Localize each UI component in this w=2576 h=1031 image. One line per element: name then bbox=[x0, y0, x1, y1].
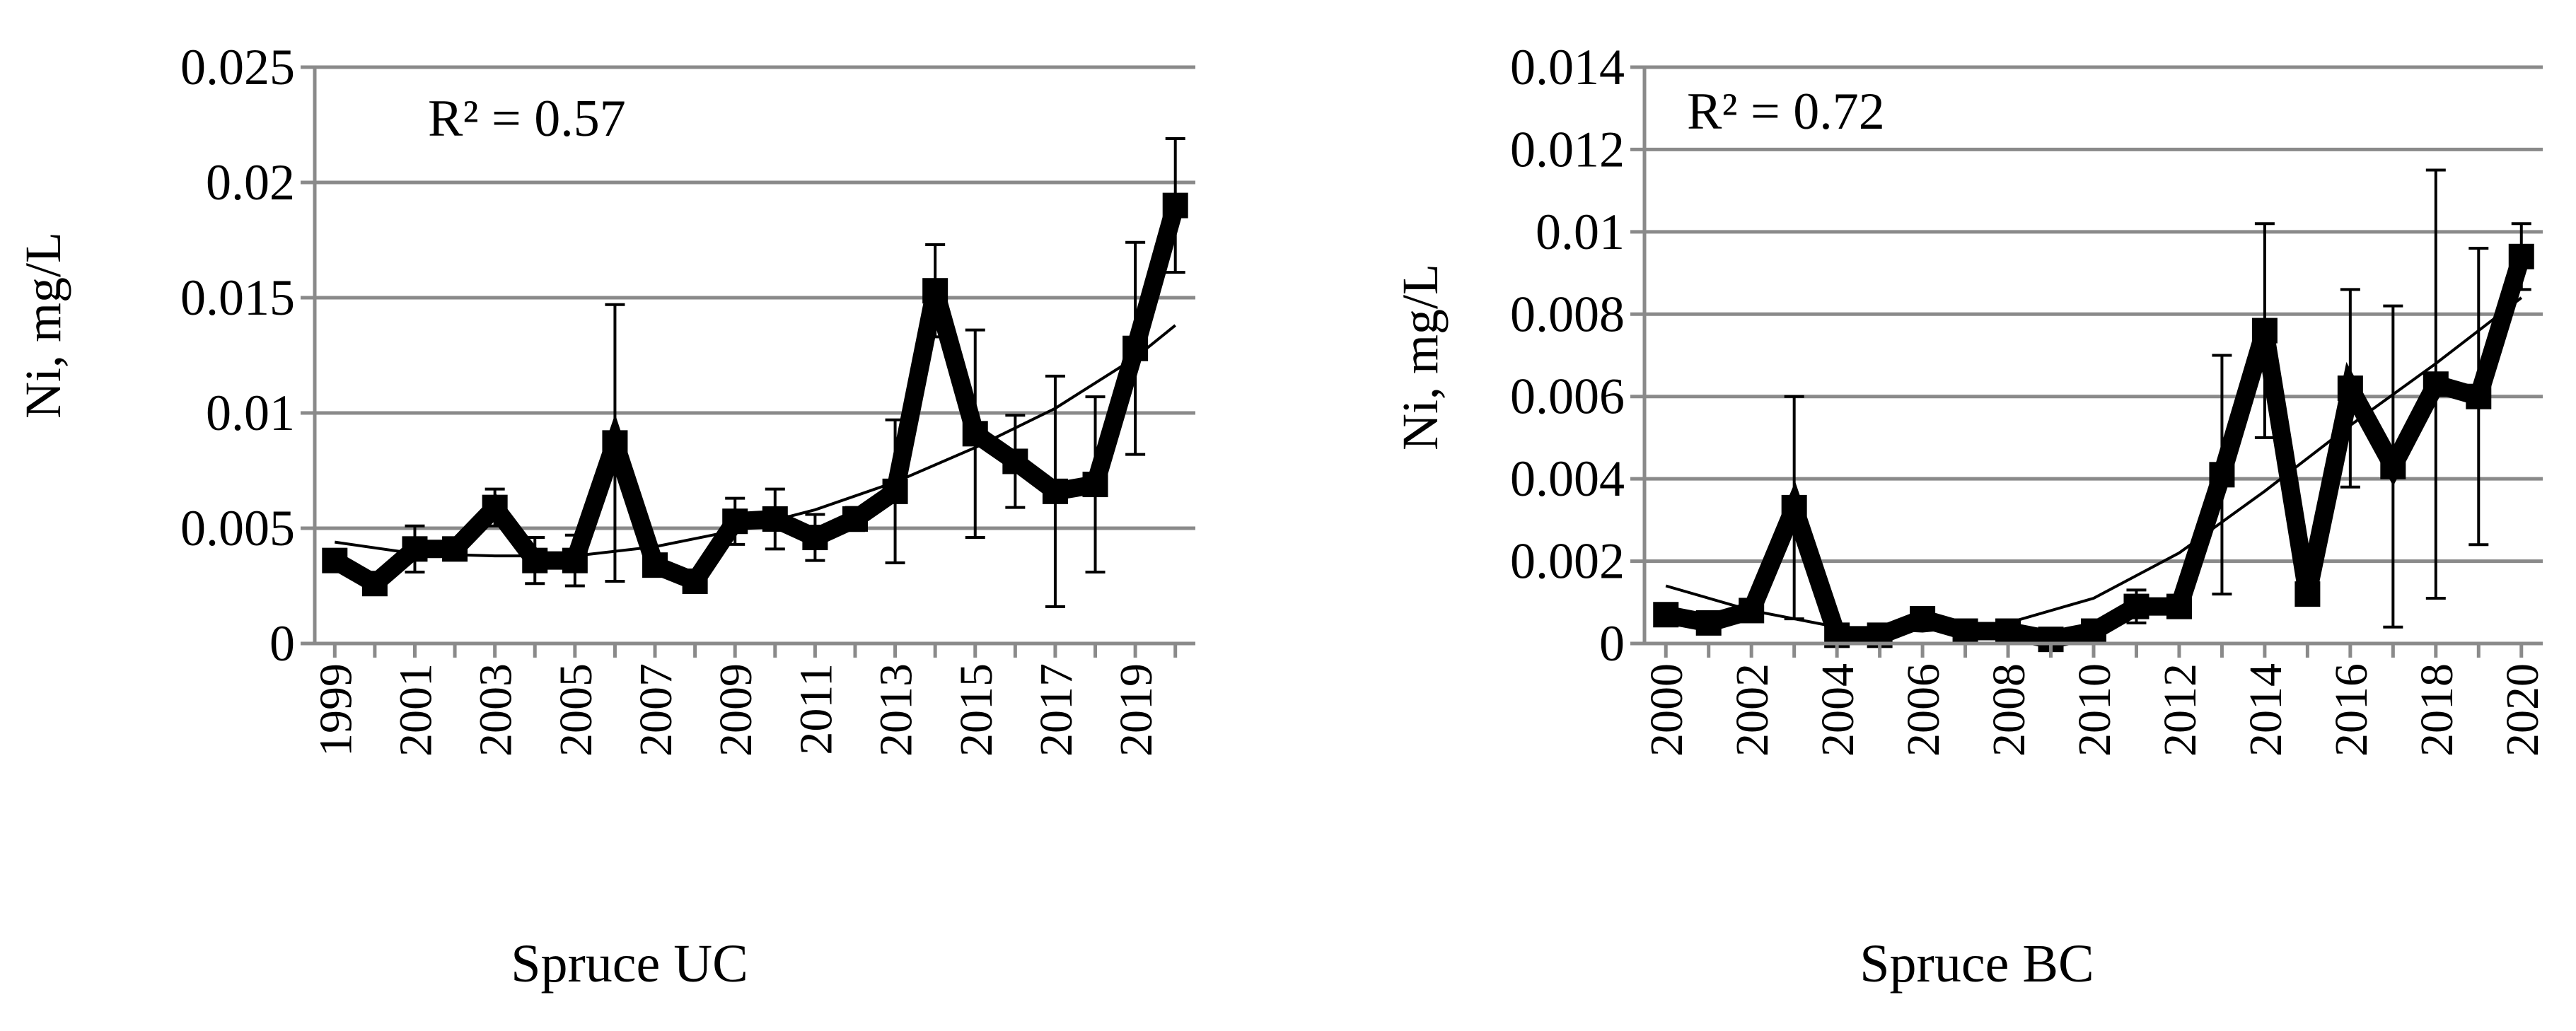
x-tick-label: 2018 bbox=[2411, 663, 2463, 757]
x-tick-label: 2016 bbox=[2326, 663, 2377, 757]
data-point bbox=[2508, 243, 2534, 269]
y-tick-label: 0.01 bbox=[206, 385, 295, 441]
data-point bbox=[442, 536, 468, 562]
y-tick-label: 0.025 bbox=[180, 39, 295, 95]
data-point bbox=[1910, 606, 1936, 632]
data-point bbox=[762, 506, 788, 532]
x-tick-label: 2020 bbox=[2497, 663, 2548, 757]
x-tick-label: 2010 bbox=[2069, 663, 2120, 757]
axes bbox=[1630, 65, 2543, 658]
y-tick-label: 0.02 bbox=[206, 154, 295, 211]
data-point bbox=[522, 547, 548, 573]
y-tick-label: 0.004 bbox=[1510, 450, 1625, 507]
y-axis-label: Ni, mg/L bbox=[1392, 264, 1449, 450]
data-point bbox=[361, 571, 388, 597]
data-point bbox=[322, 547, 348, 573]
data-point bbox=[1739, 598, 1765, 624]
data-point bbox=[482, 494, 508, 520]
data-point bbox=[562, 547, 588, 573]
data-point bbox=[1042, 478, 1068, 504]
data-point bbox=[1162, 192, 1188, 219]
y-tick-label: 0.014 bbox=[1510, 39, 1625, 95]
data-point bbox=[2337, 375, 2363, 402]
data-point bbox=[2423, 371, 2449, 397]
series-polyline bbox=[330, 203, 1185, 595]
data-point bbox=[802, 525, 828, 551]
x-tick-label: 2004 bbox=[1812, 663, 1864, 757]
chart-spruce-uc: 0 0.005 0.01 0.015 0.02 0.025 1999 2001 2003 200… bbox=[15, 39, 1195, 994]
data-point bbox=[682, 568, 708, 594]
x-tick-label: 2008 bbox=[1983, 663, 2035, 757]
y-tick-labels: 0 0.005 0.01 0.015 0.02 0.025 bbox=[180, 39, 295, 672]
x-axis-label: Spruce UC bbox=[511, 934, 748, 994]
data-point bbox=[2166, 593, 2192, 619]
y-tick-label: 0 bbox=[1599, 615, 1625, 672]
y-tick-label: 0.005 bbox=[180, 500, 295, 557]
x-tick-label: 2003 bbox=[470, 663, 522, 757]
data-point bbox=[2466, 383, 2492, 409]
y-tick-label: 0.002 bbox=[1510, 533, 1625, 590]
y-tick-label: 0 bbox=[269, 615, 295, 672]
data-point bbox=[962, 421, 988, 447]
data-point bbox=[2251, 318, 2278, 344]
data-point bbox=[402, 536, 428, 562]
x-tick-label: 2011 bbox=[790, 663, 842, 755]
data-points bbox=[1653, 243, 2534, 653]
data-point bbox=[722, 508, 748, 535]
data-point bbox=[1122, 335, 1149, 361]
chart-spruce-bc: 0 0.002 0.004 0.006 0.008 0.01 0.012 0.014 2000… bbox=[1392, 39, 2548, 994]
data-point bbox=[882, 478, 908, 504]
x-tick-label: 2013 bbox=[871, 663, 922, 757]
y-axis-label: Ni, mg/L bbox=[15, 232, 71, 419]
data-point bbox=[642, 552, 668, 578]
y-tick-label: 0.012 bbox=[1510, 121, 1625, 177]
x-tick-label: 2012 bbox=[2154, 663, 2206, 757]
data-point bbox=[1995, 618, 2021, 644]
x-tick-label: 2005 bbox=[550, 663, 602, 757]
x-tick-label: 2006 bbox=[1898, 663, 1949, 757]
x-axis-label: Spruce BC bbox=[1860, 934, 2094, 994]
trend-curve bbox=[1665, 296, 2523, 633]
data-points bbox=[322, 192, 1188, 597]
data-point bbox=[1653, 602, 1679, 628]
data-point bbox=[1781, 494, 1807, 520]
data-point bbox=[2209, 462, 2235, 488]
data-point bbox=[2081, 618, 2106, 644]
data-point bbox=[2380, 453, 2406, 479]
y-tick-label: 0.015 bbox=[180, 269, 295, 326]
x-tick-label: 1999 bbox=[310, 663, 361, 757]
data-point bbox=[1082, 472, 1108, 498]
x-tick-label: 2007 bbox=[630, 663, 682, 757]
x-tick-label: 2002 bbox=[1727, 663, 1778, 757]
data-point bbox=[1695, 610, 1722, 636]
data-point bbox=[922, 278, 948, 304]
x-tick-label: 2014 bbox=[2240, 663, 2292, 757]
data-point bbox=[1002, 448, 1028, 474]
y-tick-label: 0.006 bbox=[1510, 368, 1625, 425]
x-tick-label: 2001 bbox=[390, 663, 441, 757]
x-tick-label: 2009 bbox=[710, 663, 762, 757]
series-line bbox=[330, 203, 1185, 595]
grid bbox=[1644, 65, 2543, 564]
y-tick-label: 0.01 bbox=[1536, 204, 1625, 260]
x-tick-label: 2000 bbox=[1641, 663, 1693, 757]
r-squared-annotation: R² = 0.72 bbox=[1687, 83, 1885, 141]
trend-line bbox=[1665, 296, 2523, 633]
y-tick-label: 0.008 bbox=[1510, 286, 1625, 342]
x-tick-labels: 2000 2002 2004 2006 2008 2010 2012 2014 2016 2018… bbox=[1641, 663, 2548, 757]
y-tick-labels: 0 0.002 0.004 0.006 0.008 0.01 0.012 0.014 bbox=[1510, 39, 1625, 672]
axes bbox=[301, 65, 1195, 658]
data-point bbox=[2123, 593, 2149, 619]
x-tick-label: 2017 bbox=[1031, 663, 1082, 757]
data-point bbox=[842, 506, 868, 532]
x-tick-labels: 1999 2001 2003 2005 2007 2009 2011 2013 2015 2017… bbox=[310, 663, 1162, 757]
r-squared-annotation: R² = 0.57 bbox=[428, 90, 626, 148]
x-tick-label: 2015 bbox=[951, 663, 1002, 757]
data-point bbox=[2294, 581, 2321, 607]
x-tick-label: 2019 bbox=[1110, 663, 1162, 757]
data-point bbox=[1952, 618, 1978, 644]
data-point bbox=[602, 430, 628, 456]
